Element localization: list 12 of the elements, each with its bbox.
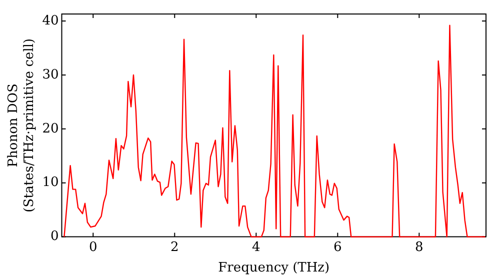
x-tick-label: 0: [88, 240, 98, 255]
y-tick-label: 10: [42, 175, 59, 190]
y-tick-label: 20: [42, 121, 59, 136]
x-tick-label: 2: [170, 240, 179, 255]
y-tick-label: 0: [50, 229, 59, 244]
y-axis-title: Phonon DOS (States/THz·primitive cell): [6, 38, 37, 212]
y-tick-label: 30: [42, 67, 59, 82]
x-axis-title: Frequency (THz): [218, 260, 330, 276]
x-tick-label: 8: [415, 240, 424, 255]
x-tick-label: 4: [252, 240, 260, 255]
x-tick-label: 6: [334, 240, 342, 255]
y-tick-label: 40: [42, 13, 59, 28]
